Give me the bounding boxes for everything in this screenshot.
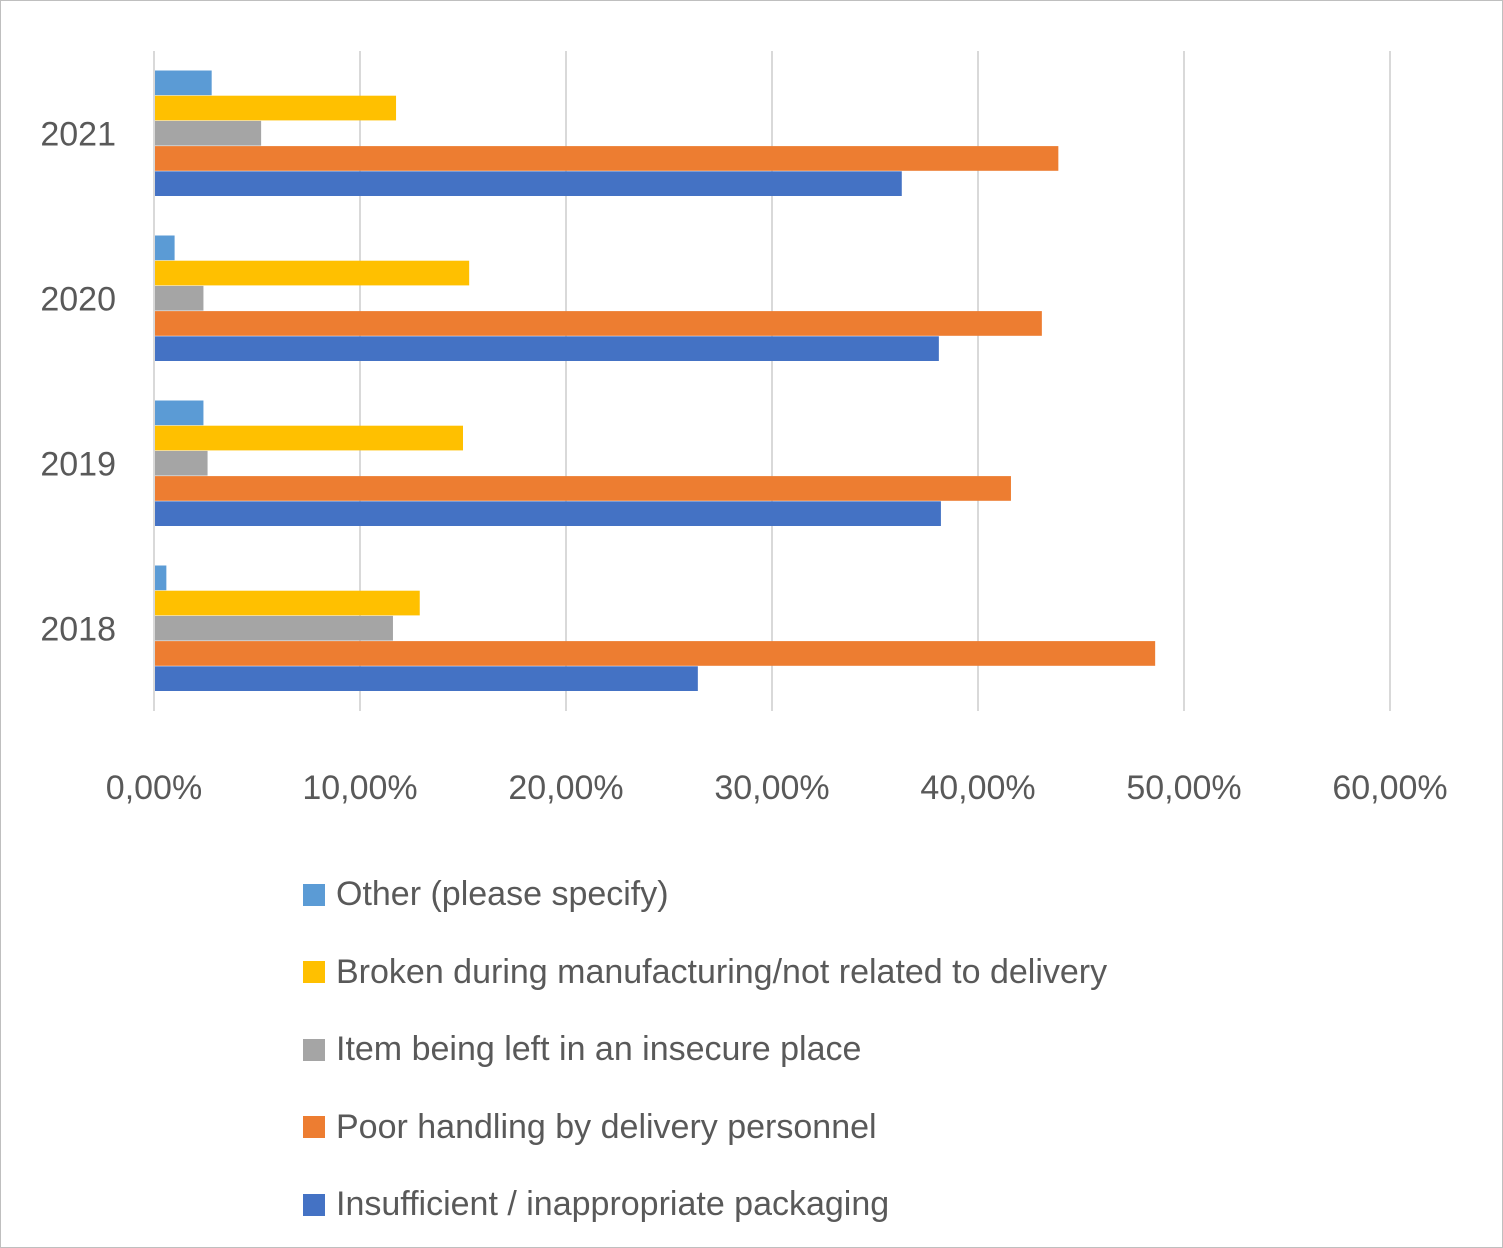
legend-label: Other (please specify) bbox=[336, 875, 669, 914]
bar-2020-4 bbox=[154, 235, 175, 261]
legend-label: Insufficient / inappropriate packaging bbox=[336, 1185, 890, 1224]
legend-item: Insufficient / inappropriate packaging bbox=[303, 1166, 1107, 1244]
x-tick-label: 0,00% bbox=[106, 769, 202, 807]
bar-2018-4 bbox=[154, 565, 167, 591]
x-tick-label: 50,00% bbox=[1126, 769, 1241, 807]
bar-2020-2 bbox=[154, 285, 204, 311]
bar-2021-1 bbox=[154, 146, 1059, 171]
legend-label: Broken during manufacturing/not related … bbox=[336, 952, 1108, 991]
y-category-label: 2018 bbox=[40, 611, 116, 649]
bar-2018-1 bbox=[154, 641, 1156, 666]
bar-2018-0 bbox=[154, 666, 698, 691]
bar-2019-4 bbox=[154, 400, 204, 426]
bar-2019-0 bbox=[154, 501, 941, 526]
legend-item: Other (please specify) bbox=[303, 856, 1107, 934]
bar-2019-2 bbox=[154, 450, 208, 476]
y-category-label: 2021 bbox=[40, 116, 116, 154]
bar-2020-0 bbox=[154, 336, 939, 361]
bar-2020-1 bbox=[154, 311, 1042, 336]
bar-2019-3 bbox=[154, 425, 463, 451]
legend-label: Item being left in an insecure place bbox=[336, 1030, 862, 1069]
bar-2021-3 bbox=[154, 95, 397, 121]
legend-swatch bbox=[303, 883, 325, 906]
y-category-label: 2019 bbox=[40, 446, 116, 484]
legend-swatch bbox=[303, 961, 325, 984]
legend-swatch bbox=[303, 1038, 325, 1061]
bar-2021-0 bbox=[154, 171, 902, 196]
legend-swatch bbox=[303, 1193, 325, 1216]
x-tick-label: 60,00% bbox=[1332, 769, 1447, 807]
legend-label: Poor handling by delivery personnel bbox=[336, 1107, 877, 1146]
bar-2021-2 bbox=[154, 120, 262, 146]
x-tick-label: 10,00% bbox=[302, 769, 417, 807]
x-tick-label: 20,00% bbox=[508, 769, 623, 807]
x-tick-label: 40,00% bbox=[920, 769, 1035, 807]
legend: Other (please specify) Broken during manu… bbox=[303, 856, 1107, 1244]
legend-item: Item being left in an insecure place bbox=[303, 1011, 1107, 1089]
bar-2019-1 bbox=[154, 476, 1011, 501]
legend-item: Broken during manufacturing/not related … bbox=[303, 934, 1107, 1012]
bar-2021-4 bbox=[154, 70, 212, 96]
bar-2020-3 bbox=[154, 260, 470, 286]
y-category-label: 2020 bbox=[40, 281, 116, 319]
bar-2018-3 bbox=[154, 590, 420, 616]
legend-swatch bbox=[303, 1116, 325, 1139]
x-tick-label: 30,00% bbox=[714, 769, 829, 807]
bar-2018-2 bbox=[154, 615, 393, 641]
legend-item: Poor handling by delivery personnel bbox=[303, 1089, 1107, 1167]
